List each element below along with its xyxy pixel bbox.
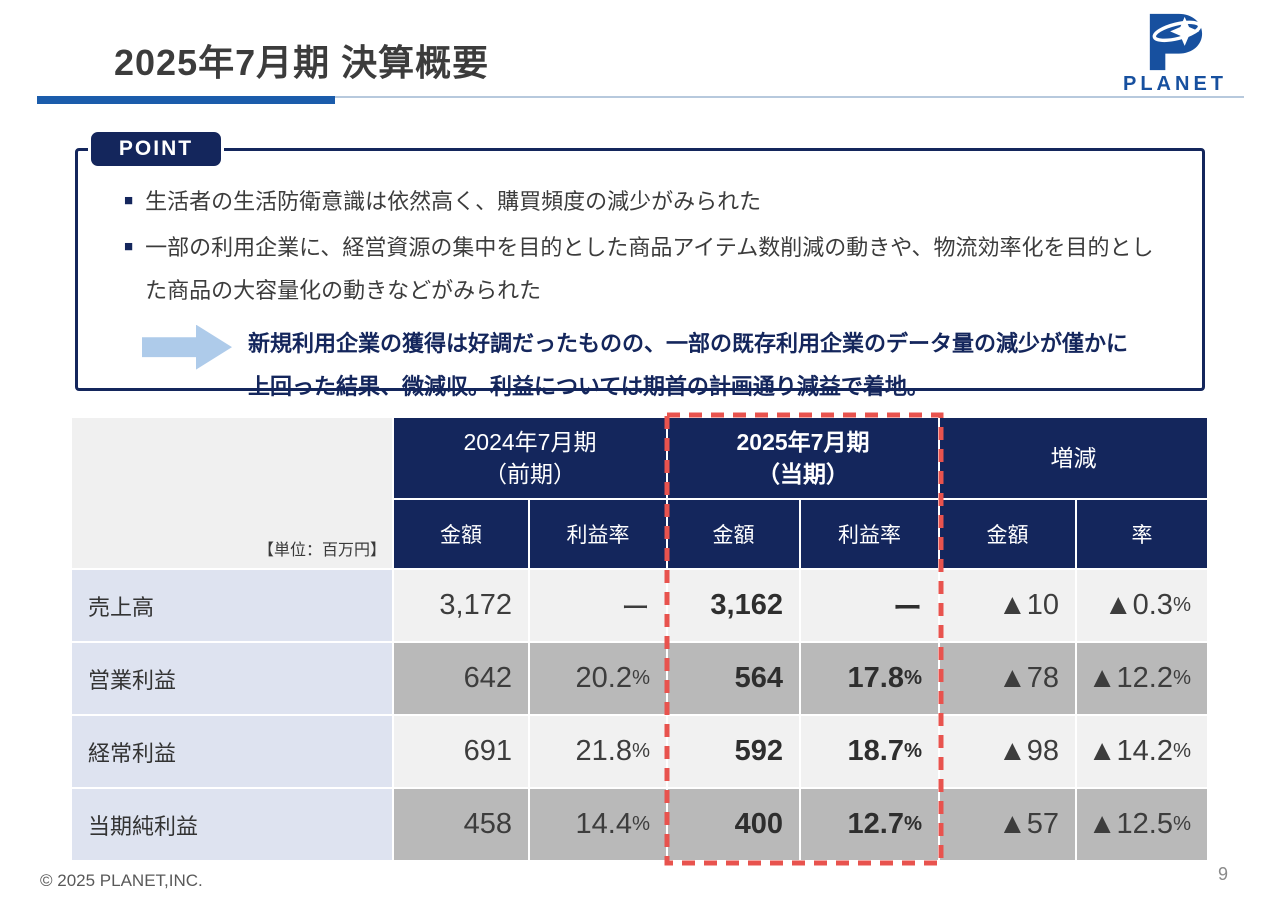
planet-logo-icon [1149,13,1203,71]
column-group-current-period: 2025年7月期 （当期） [668,418,938,498]
row-label-net-income: 当期純利益 [72,789,392,860]
operating-profit-change-amount: ▲78 [940,643,1075,714]
page-title: 2025年7月期 決算概要 [114,42,490,83]
column-group-current-line1: 2025年7月期 [736,428,870,455]
title-underline [37,96,1244,104]
net-sales-change-rate: ▲0.3% [1077,570,1207,641]
column-group-current-line2: （当期） [757,461,849,487]
column-group-prev-period: 2024年7月期 （前期） [394,418,666,498]
point-body: ■ 生活者の生活防衛意識は依然高く、購買頻度の減少がみられた ■ 一部の利用企業… [78,151,1202,408]
financial-results-table: 【単位：百万円】 2024年7月期 （前期） 2025年7月期 （当期） 増減 … [72,412,1207,866]
ordinary-profit-prev-rate: 21.8% [530,716,666,787]
subheader-current-amount: 金額 [668,500,799,568]
unit-note: 【単位：百万円】 [72,418,392,568]
point-bullet-1: ■ 生活者の生活防衛意識は依然高く、購買頻度の減少がみられた [124,181,1182,224]
page-number: 9 [1218,864,1229,884]
net-sales-prev-amount: 3,172 [394,570,528,641]
ordinary-profit-prev-amount: 691 [394,716,528,787]
net-income-change-amount: ▲57 [940,789,1075,860]
column-group-change-line1: 増減 [1050,444,1097,471]
point-bullet-1-text: 生活者の生活防衛意識は依然高く、購買頻度の減少がみられた [145,189,762,214]
row-label-ordinary-profit: 経常利益 [72,716,392,787]
summary-text: 新規利用企業の獲得は好調だったものの、一部の既存利用企業のデータ量の減少が僅かに… [248,323,1128,409]
title-underline-line [335,96,1244,98]
net-income-prev-amount: 458 [394,789,528,860]
point-badge: POINT [88,129,224,169]
planet-logo-text: PLANET [1123,73,1227,95]
summary-row: 新規利用企業の獲得は好調だったものの、一部の既存利用企業のデータ量の減少が僅かに… [124,323,1182,409]
subheader-change-rate: 率 [1077,500,1207,568]
operating-profit-current-amount: 564 [668,643,799,714]
operating-profit-prev-amount: 642 [394,643,528,714]
right-arrow-icon [142,324,232,370]
column-group-prev-line1: 2024年7月期 [463,428,597,455]
subheader-prev-amount: 金額 [394,500,528,568]
net-income-current-rate: 12.7% [801,789,938,860]
copyright-text: © 2025 PLANET,INC. [40,871,203,890]
summary-line-1: 新規利用企業の獲得は好調だったものの、一部の既存利用企業のデータ量の減少が僅かに [248,330,1129,356]
point-bullet-2: ■ 一部の利用企業に、経営資源の集中を目的とした商品アイテム数削減の動きや、物流… [124,227,1182,313]
operating-profit-change-rate: ▲12.2% [1077,643,1207,714]
row-label-net-sales: 売上高 [72,570,392,641]
title-underline-accent [37,96,335,104]
planet-logo: PLANET [1120,12,1230,96]
square-bullet-icon: ■ [124,192,134,209]
net-income-change-rate: ▲12.5% [1077,789,1207,860]
net-sales-prev-rate: ー [530,570,666,641]
point-bullet-2-text: 一部の利用企業に、経営資源の集中を目的とした商品アイテム数削減の動きや、物流効率… [145,234,1154,303]
net-sales-current-amount: 3,162 [668,570,799,641]
operating-profit-prev-rate: 20.2% [530,643,666,714]
square-bullet-icon: ■ [124,237,134,255]
ordinary-profit-current-amount: 592 [668,716,799,787]
net-income-prev-rate: 14.4% [530,789,666,860]
column-group-change: 増減 [940,418,1207,498]
net-sales-current-rate: ー [801,570,938,641]
column-group-prev-line2: （前期） [484,461,576,487]
ordinary-profit-change-rate: ▲14.2% [1077,716,1207,787]
operating-profit-current-rate: 17.8% [801,643,938,714]
row-label-operating-profit: 営業利益 [72,643,392,714]
ordinary-profit-change-amount: ▲98 [940,716,1075,787]
net-sales-change-amount: ▲10 [940,570,1075,641]
net-income-current-amount: 400 [668,789,799,860]
summary-line-2: 上回った結果、微減収。利益については期首の計画通り減益で着地。 [248,373,929,399]
ordinary-profit-current-rate: 18.7% [801,716,938,787]
subheader-prev-rate: 利益率 [530,500,666,568]
subheader-current-rate: 利益率 [801,500,938,568]
subheader-change-amount: 金額 [940,500,1075,568]
point-box: POINT ■ 生活者の生活防衛意識は依然高く、購買頻度の減少がみられた ■ 一… [75,129,1205,399]
